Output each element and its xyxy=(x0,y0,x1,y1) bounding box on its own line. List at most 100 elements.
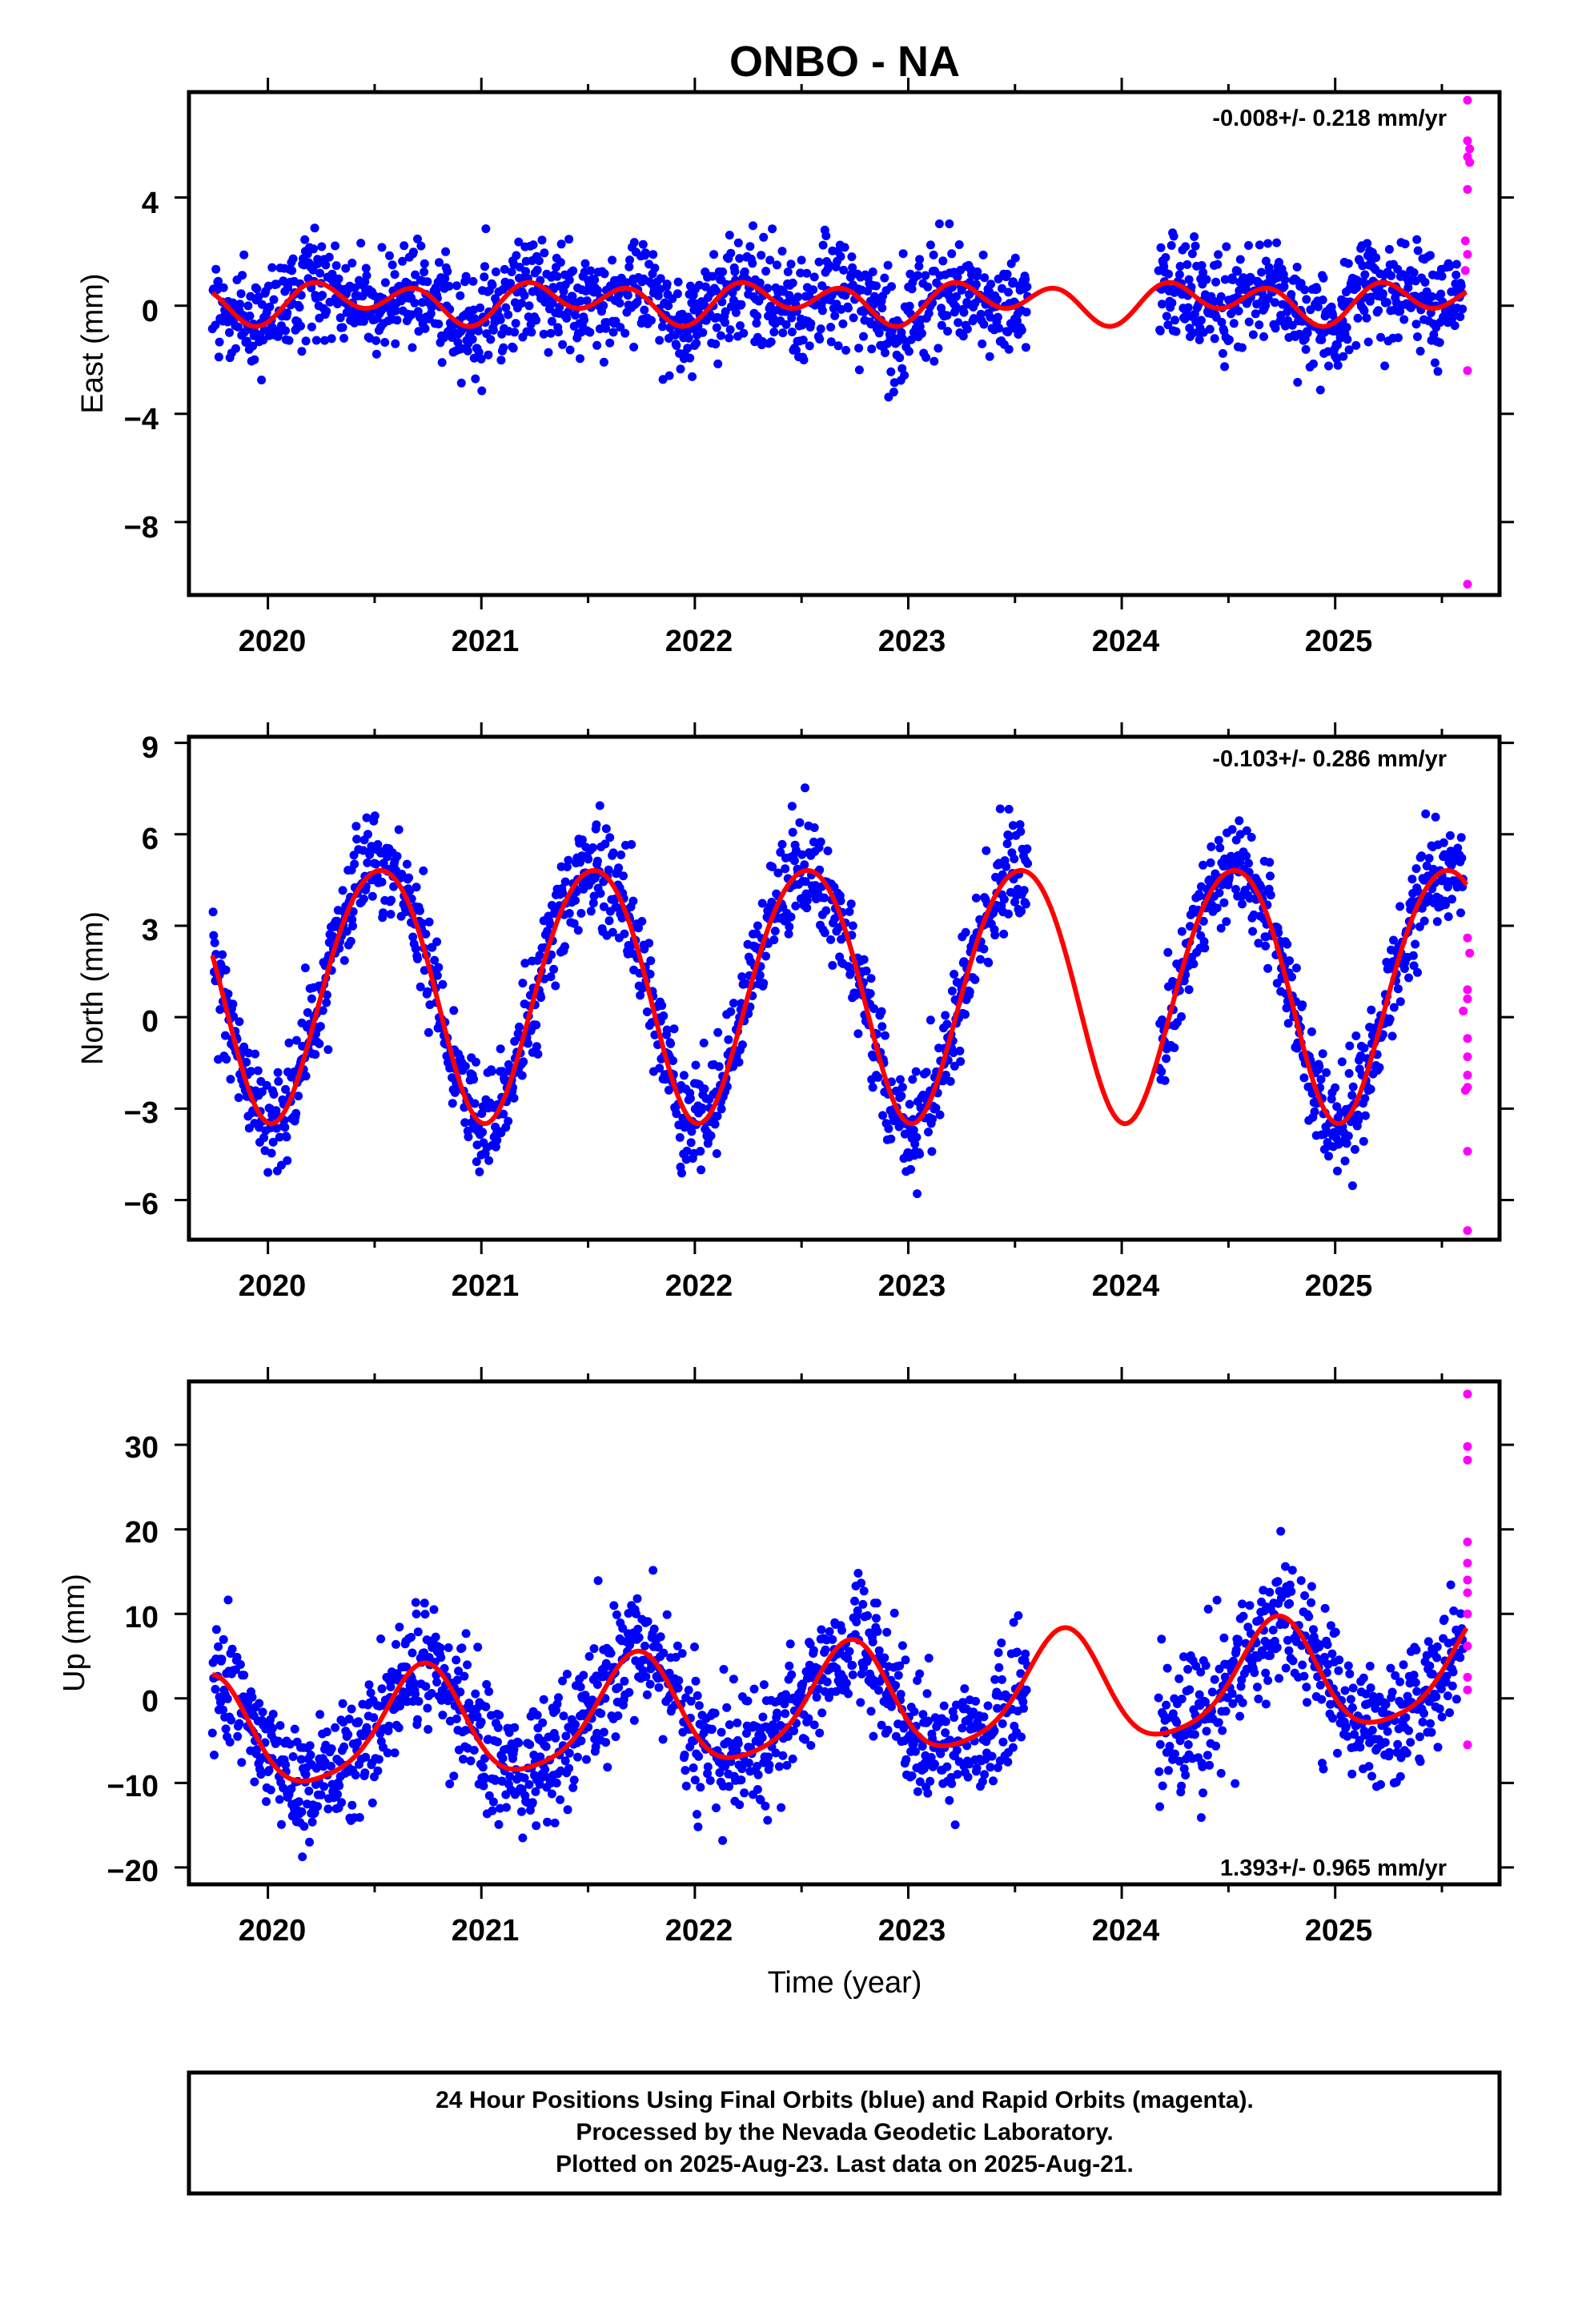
east-final-point xyxy=(1222,242,1231,251)
north-final-point xyxy=(809,823,819,832)
north-final-point xyxy=(897,1092,906,1100)
north-final-point xyxy=(897,1083,907,1092)
north-final-point xyxy=(1389,1003,1399,1012)
up-final-point xyxy=(915,1669,925,1679)
north-final-point xyxy=(371,859,381,869)
up-final-point xyxy=(1231,1779,1240,1788)
east-final-point xyxy=(1021,343,1030,352)
north-final-point xyxy=(1186,922,1195,931)
east-final-point xyxy=(335,313,345,323)
up-final-point xyxy=(1013,1647,1022,1657)
east-final-point xyxy=(731,308,741,317)
up-final-point xyxy=(538,1718,548,1727)
east-final-point xyxy=(1017,325,1026,335)
north-final-point xyxy=(1443,912,1453,922)
up-final-point xyxy=(983,1701,993,1711)
up-final-point xyxy=(611,1732,620,1742)
up-final-point xyxy=(989,1776,998,1786)
north-final-point xyxy=(499,1109,508,1119)
east-final-point xyxy=(1339,352,1348,361)
north-final-point xyxy=(430,955,440,965)
up-final-point xyxy=(1021,1649,1030,1659)
up-final-point xyxy=(809,1646,818,1655)
east-y-tick-label: −4 xyxy=(124,403,159,436)
east-final-point xyxy=(978,339,987,348)
up-final-point xyxy=(564,1763,574,1773)
north-final-point xyxy=(564,909,574,918)
east-final-point xyxy=(1211,277,1221,287)
east-final-point xyxy=(225,328,234,337)
north-final-point xyxy=(714,1062,724,1072)
north-final-point xyxy=(921,1068,931,1077)
up-final-point xyxy=(872,1614,881,1623)
east-final-point xyxy=(1199,267,1208,277)
east-final-point xyxy=(683,344,693,353)
north-final-point xyxy=(691,1060,701,1070)
east-final-point xyxy=(1161,253,1170,262)
up-final-point xyxy=(599,1727,608,1737)
up-final-point xyxy=(266,1785,275,1795)
north-final-point xyxy=(1016,826,1026,836)
north-final-point xyxy=(404,873,414,883)
up-final-point xyxy=(848,1670,857,1679)
east-final-point xyxy=(640,305,649,315)
north-final-point xyxy=(1337,1057,1347,1067)
up-final-point xyxy=(562,1670,572,1679)
up-final-point xyxy=(395,1622,404,1632)
north-final-point xyxy=(342,927,351,936)
east-final-point xyxy=(1360,270,1370,279)
north-final-point xyxy=(588,843,597,852)
north-final-point xyxy=(1366,1084,1375,1094)
north-final-point xyxy=(768,862,777,871)
north-final-point xyxy=(549,964,559,974)
east-final-point xyxy=(985,352,994,361)
up-final-point xyxy=(606,1648,616,1658)
east-final-point xyxy=(514,237,524,247)
up-final-point xyxy=(514,1738,524,1747)
up-final-point xyxy=(1177,1781,1186,1791)
north-final-point xyxy=(820,928,829,938)
north-final-point xyxy=(605,833,615,842)
up-final-point xyxy=(509,1745,519,1755)
east-final-point xyxy=(499,343,508,352)
north-final-point xyxy=(363,830,372,839)
east-final-point xyxy=(725,231,734,240)
north-final-point xyxy=(1395,997,1405,1007)
north-final-point xyxy=(221,965,231,975)
east-final-point xyxy=(749,221,757,231)
east-final-point xyxy=(517,299,526,308)
north-final-point xyxy=(971,893,981,903)
north-final-point xyxy=(291,1035,301,1045)
north-final-point xyxy=(1163,947,1173,957)
east-panel: 4 0 −4 −8 2020 2021 2022 2023 2024 2025 … xyxy=(76,78,1514,658)
east-final-point xyxy=(840,243,849,252)
north-rate-label: -0.103+/- 0.286 mm/yr xyxy=(1212,746,1447,772)
east-final-point xyxy=(836,251,845,261)
east-final-point xyxy=(242,336,251,346)
east-final-point xyxy=(934,219,944,228)
up-final-point xyxy=(1265,1587,1275,1597)
north-final-point xyxy=(1447,858,1457,867)
east-final-point xyxy=(735,254,745,263)
north-final-point xyxy=(773,868,783,878)
up-final-point xyxy=(1275,1674,1283,1683)
up-final-point xyxy=(383,1748,392,1758)
up-final-point xyxy=(765,1760,774,1770)
north-final-point xyxy=(596,889,605,899)
east-final-point xyxy=(511,319,520,328)
north-final-point xyxy=(1350,1144,1359,1154)
up-final-point xyxy=(1205,1760,1215,1770)
north-final-point xyxy=(532,1020,541,1030)
north-final-point xyxy=(300,963,310,973)
north-final-point xyxy=(801,783,809,793)
up-final-point xyxy=(761,1801,770,1811)
up-final-point xyxy=(785,1661,794,1671)
east-y-tick-label: −8 xyxy=(124,511,159,545)
up-final-point xyxy=(1154,1767,1164,1776)
north-rapid-point xyxy=(1463,933,1472,943)
east-final-point xyxy=(1445,262,1455,271)
up-final-point xyxy=(479,1781,488,1791)
north-final-point xyxy=(274,1076,283,1086)
up-final-point xyxy=(377,1684,387,1694)
north-final-point xyxy=(475,1167,484,1176)
